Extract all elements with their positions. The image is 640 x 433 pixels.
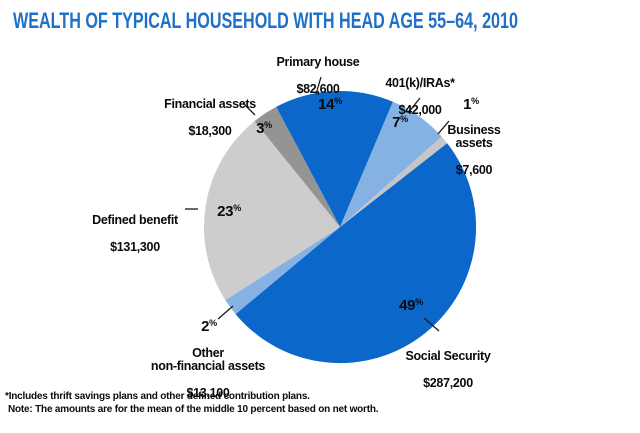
slice-label-defined-benefit: Defined benefit $131,300	[45, 200, 225, 268]
slice-label-name: Defined benefit	[92, 212, 178, 227]
pct-value: 23	[217, 203, 234, 220]
percent-sign: %	[415, 296, 423, 307]
slice-label-value: $287,200	[423, 375, 473, 390]
leader-line-0	[315, 76, 322, 95]
pie-slice-financial-assets	[254, 106, 340, 227]
percent-sign: %	[233, 202, 241, 213]
pie-slice-primary-house	[276, 91, 393, 228]
slice-label-name: Primary house	[276, 54, 360, 69]
pie-slice-business-assets	[340, 136, 448, 227]
slice-label-financial-assets: Financial assets $18,300	[120, 84, 300, 152]
slice-label-primary-house: Primary house $82,600	[228, 42, 408, 110]
slice-label-business-assets: Business assets $7,600	[384, 110, 564, 191]
chart-title: WEALTH OF TYPICAL HOUSEHOLD WITH HEAD AG…	[13, 8, 518, 33]
pct-value: 49	[399, 297, 416, 314]
pct-value: 2	[201, 318, 210, 335]
pct-value: 3	[256, 120, 265, 137]
pct-value: 14	[318, 96, 335, 113]
percent-sign: %	[471, 95, 479, 106]
slice-label-other-non-financial: Other non-financial assets $13,100	[118, 333, 298, 414]
percent-sign: %	[264, 119, 272, 130]
slice-label-value: $7,600	[455, 163, 493, 177]
slice-label-name: Business assets	[447, 122, 501, 150]
footnote-note: Note: The amounts are for the mean of th…	[8, 404, 379, 415]
slice-label-name: Other non-financial assets	[150, 345, 266, 373]
slice-label-401k-iras: 401(k)/IRAs* $42,000	[330, 63, 510, 131]
pct-value: 1	[463, 96, 472, 113]
slice-label-name: 401(k)/IRAs*	[385, 75, 455, 90]
leader-line-2	[437, 120, 450, 135]
pie-slice-other-non-financial-assets	[225, 227, 340, 315]
leader-line-6	[242, 102, 256, 116]
pct-value: 7	[392, 114, 401, 131]
pct-label-401k-iras: 7%	[392, 113, 408, 132]
percent-sign: %	[209, 317, 217, 328]
pct-label-primary-house: 14%	[318, 95, 342, 114]
slice-label-name: Financial assets	[164, 96, 256, 111]
leader-line-3	[423, 317, 440, 332]
slice-label-value: $13,100	[186, 386, 230, 400]
leader-line-4	[217, 305, 234, 320]
slice-label-value: $131,300	[110, 239, 160, 254]
pct-label-social-security: 49%	[399, 296, 423, 315]
slice-label-value: $18,300	[188, 123, 232, 138]
pie-slice-401-k-iras	[340, 101, 442, 227]
pct-label-business-assets: 1%	[463, 95, 479, 114]
footnote-asterisk: *Includes thrift savings plans and other…	[5, 391, 310, 402]
pct-label-financial-assets: 3%	[256, 119, 272, 138]
leader-line-1	[407, 97, 421, 114]
percent-sign: %	[334, 95, 342, 106]
slice-label-value: $42,000	[398, 102, 442, 117]
slice-label-value: $82,600	[296, 81, 340, 96]
pct-label-other-non-financial: 2%	[201, 317, 217, 336]
slice-label-name: Social Security	[405, 348, 491, 363]
pie-slice-defined-benefit	[204, 121, 340, 301]
slice-label-social-security: Social Security $287,200	[358, 336, 538, 404]
pct-label-defined-benefit: 23%	[217, 202, 241, 221]
percent-sign: %	[400, 113, 408, 124]
pie-slice-social-security	[235, 143, 477, 364]
